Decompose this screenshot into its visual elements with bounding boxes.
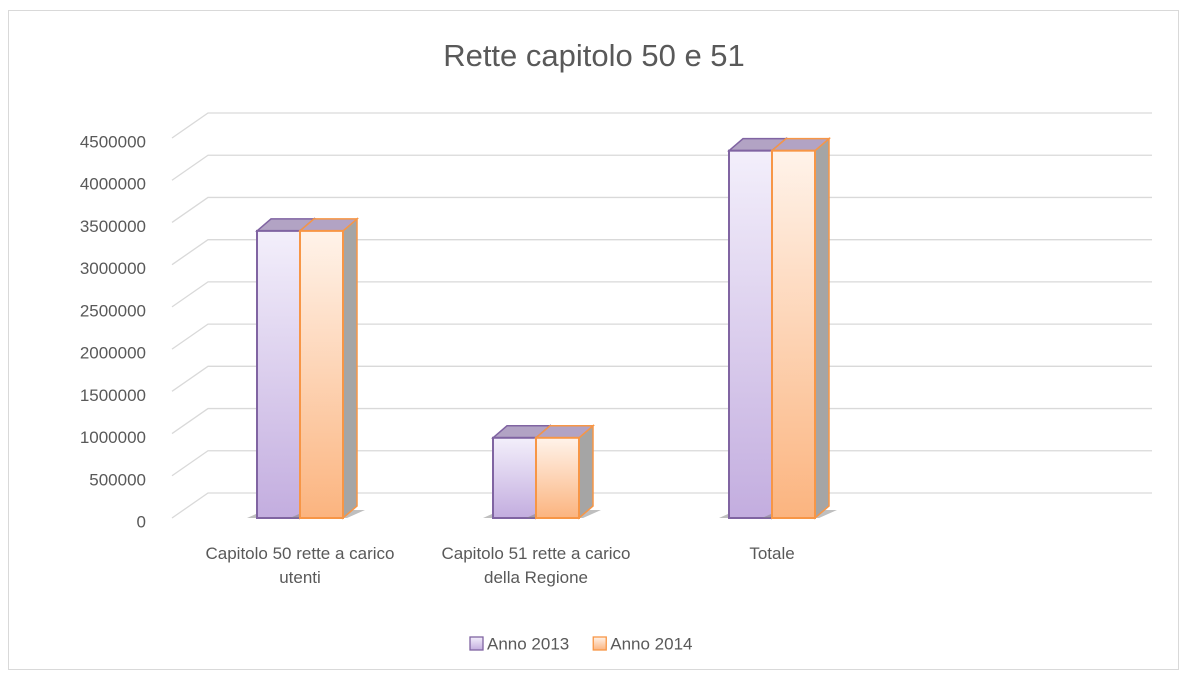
grid-line [171,365,1152,392]
legend-swatch [592,636,607,651]
y-tick-label: 1500000 [80,386,146,405]
y-tick-label: 1000000 [80,428,146,447]
chart-title: Rette capitolo 50 e 51 [443,38,745,73]
y-tick-label: 3500000 [80,217,146,236]
grid-line [171,492,1152,519]
grid-line [171,323,1152,350]
bar [535,436,580,519]
legend-swatch [469,636,484,651]
x-tick-label: Capitolo 50 rette a carico utenti [205,544,395,587]
bar [492,436,537,519]
bar-side [578,424,594,520]
y-tick-label: 4000000 [80,175,146,194]
y-tick-label: 0 [137,512,146,531]
grid-line [171,112,1152,139]
grid-line [171,154,1152,181]
bar [299,229,344,519]
bar [728,149,773,520]
bar [771,149,816,520]
grid-line [171,239,1152,266]
grid-line [171,196,1152,223]
x-tick-label: Capitolo 51 rette a carico della Regione [441,544,631,587]
bar-side [342,217,358,520]
y-tick-label: 4500000 [80,132,146,151]
bar [256,229,301,519]
y-tick-label: 500000 [89,470,146,489]
y-tick-label: 2000000 [80,344,146,363]
y-tick-label: 2500000 [80,301,146,320]
x-tick-label: Totale [749,544,795,563]
chart-border [8,10,1179,670]
y-tick-label: 3000000 [80,259,146,278]
bar-side [814,137,830,520]
grid-line [171,281,1152,308]
legend-label: Anno 2013 [487,634,569,653]
legend-label: Anno 2014 [610,634,692,653]
grid-line [171,407,1152,435]
grid-line [171,450,1152,477]
